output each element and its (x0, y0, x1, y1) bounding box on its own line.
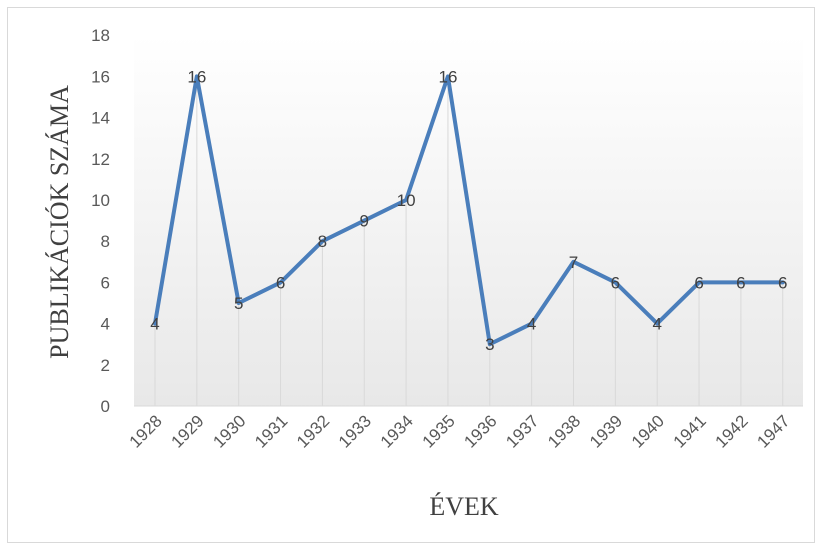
data-label: 7 (569, 253, 578, 272)
x-tick-label: 1941 (670, 411, 710, 451)
data-label: 4 (150, 315, 159, 334)
x-tick-label: 1933 (335, 411, 375, 451)
data-label: 5 (234, 294, 243, 313)
x-tick-label: 1928 (126, 411, 166, 451)
y-axis-title: PUBLIKÁCIÓK SZÁMA (45, 85, 74, 359)
data-label: 16 (438, 67, 457, 86)
x-tick-label: 1938 (544, 411, 584, 451)
series-line (153, 74, 785, 347)
data-label: 10 (397, 191, 416, 210)
x-tick-label: 1937 (502, 411, 542, 451)
x-axis-title: ÉVEK (429, 492, 499, 521)
x-tick-label: 1931 (251, 411, 291, 451)
x-tick-label: 1932 (293, 411, 333, 451)
x-axis-ticks: 1928 1929 1930 1931 1932 1933 1934 1935 1936 1937… (126, 411, 794, 451)
x-tick-label: 1947 (753, 411, 793, 451)
y-tick-label: 6 (101, 273, 110, 292)
y-tick-label: 14 (91, 109, 110, 128)
data-label: 4 (652, 315, 661, 334)
x-tick-label: 1942 (712, 411, 752, 451)
x-tick-label: 1934 (377, 411, 417, 451)
y-tick-label: 0 (101, 397, 110, 416)
y-tick-label: 8 (101, 232, 110, 251)
y-tick-label: 12 (91, 150, 110, 169)
data-label: 4 (527, 315, 536, 334)
series-polyline (153, 74, 785, 347)
x-tick-label: 1929 (167, 411, 207, 451)
x-tick-label: 1940 (628, 411, 668, 451)
drop-lines (154, 76, 784, 406)
y-tick-label: 2 (101, 356, 110, 375)
data-labels: 4 16 5 6 8 9 10 16 3 4 7 6 4 6 6 6 (150, 67, 787, 354)
y-tick-label: 18 (91, 26, 110, 45)
data-label: 6 (694, 273, 703, 292)
y-tick-label: 10 (91, 191, 110, 210)
data-label: 3 (485, 335, 494, 354)
data-label: 6 (611, 273, 620, 292)
data-label: 6 (778, 273, 787, 292)
data-label: 16 (187, 67, 206, 86)
y-tick-label: 16 (91, 67, 110, 86)
y-tick-label: 4 (101, 315, 110, 334)
data-label: 8 (318, 232, 327, 251)
y-axis-ticks: 0 2 4 6 8 10 12 14 16 18 (91, 26, 110, 416)
x-tick-label: 1939 (586, 411, 626, 451)
x-tick-label: 1936 (460, 411, 500, 451)
data-label: 6 (736, 273, 745, 292)
data-label: 9 (360, 212, 369, 231)
data-label: 6 (276, 273, 285, 292)
x-tick-label: 1930 (209, 411, 249, 451)
x-tick-label: 1935 (419, 411, 459, 451)
